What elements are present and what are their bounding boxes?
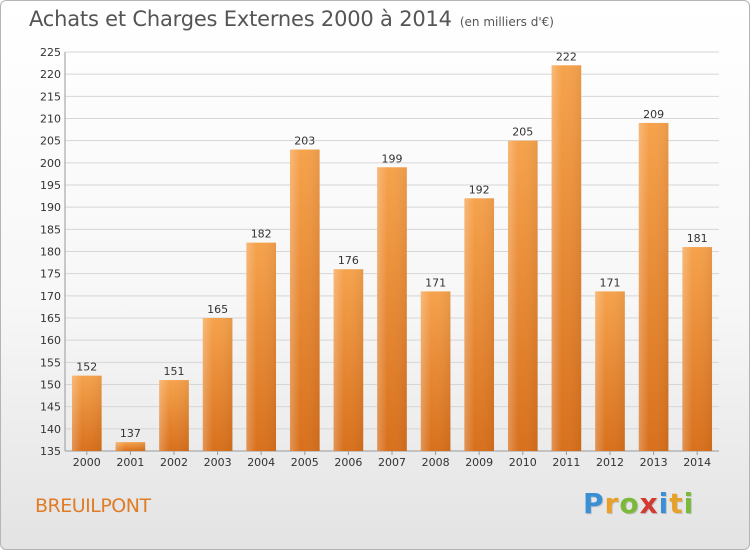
value-label: 165 [207, 303, 228, 316]
value-label: 209 [643, 108, 664, 121]
value-label: 171 [600, 276, 621, 289]
bar-shade-2004 [246, 242, 277, 451]
logo-letter: x [639, 487, 659, 520]
y-tick-label: 165 [40, 312, 61, 325]
bar-shade-2011 [551, 65, 582, 452]
y-tick-label: 170 [40, 290, 61, 303]
value-label: 182 [251, 228, 272, 241]
y-tick-label: 155 [40, 356, 61, 369]
y-tick-label: 140 [40, 423, 61, 436]
bar-shade-2013 [638, 122, 669, 451]
bar-shade-2008 [420, 291, 451, 451]
y-tick-label: 210 [40, 113, 61, 126]
town-name: BREUILPONT [35, 495, 151, 517]
logo-letter: i [658, 487, 670, 520]
proxiti-logo: Proxiti [583, 487, 694, 520]
x-tick-label: 2010 [509, 456, 537, 469]
bars [71, 65, 713, 452]
bar-shade-2001 [115, 442, 146, 451]
x-tick-label: 2011 [552, 456, 580, 469]
x-tick-label: 2002 [160, 456, 188, 469]
value-label: 203 [294, 135, 315, 148]
value-label: 137 [120, 427, 141, 440]
logo-letter: o [619, 487, 640, 520]
logo-letter: i [683, 487, 695, 520]
x-tick-label: 2008 [422, 456, 450, 469]
bar-shade-2002 [159, 380, 189, 451]
y-tick-label: 220 [40, 68, 61, 81]
y-tick-label: 185 [40, 223, 61, 236]
bar-shade-2003 [202, 318, 233, 451]
x-tick-label: 2007 [378, 456, 406, 469]
bar-shade-2012 [595, 291, 625, 451]
x-tick-label: 2012 [596, 456, 624, 469]
y-tick-label: 200 [40, 157, 61, 170]
value-label: 151 [164, 365, 185, 378]
y-tick-label: 225 [40, 46, 61, 59]
logo-letter: r [604, 487, 620, 520]
value-label: 152 [76, 361, 97, 374]
y-tick-label: 215 [40, 90, 61, 103]
y-tick-label: 190 [40, 201, 61, 214]
value-labels: 152 137 151 165 182 203 176 199 171 192 205 222 171 2… [76, 50, 707, 440]
y-tick-label: 145 [40, 401, 61, 414]
y-tick-label: 180 [40, 246, 61, 259]
y-tick-label: 175 [40, 268, 61, 281]
chart-title: Achats et Charges Externes 2000 à 2014 (e… [29, 7, 554, 31]
x-tick-label: 2001 [116, 456, 144, 469]
value-label: 192 [469, 183, 490, 196]
x-tick-label: 2009 [465, 456, 493, 469]
y-tick-label: 135 [40, 445, 61, 458]
value-label: 205 [512, 126, 533, 139]
bar-shade-2007 [377, 167, 407, 451]
x-tick-label: 2000 [73, 456, 101, 469]
bar-shade-2006 [333, 269, 364, 451]
logo-letter: P [583, 487, 605, 520]
value-label: 181 [687, 232, 708, 245]
value-label: 199 [382, 152, 403, 165]
chart-subtitle: (en milliers d'€) [459, 15, 554, 29]
x-tick-label: 2005 [291, 456, 319, 469]
chart-title-text: Achats et Charges Externes 2000 à 2014 [29, 7, 452, 31]
x-tick-label: 2004 [247, 456, 275, 469]
x-tick-label: 2003 [204, 456, 232, 469]
value-label: 171 [425, 276, 446, 289]
x-tick-label: 2006 [334, 456, 362, 469]
x-tick-label: 2013 [640, 456, 668, 469]
axes: 135 140 145 150 155 160 165 170 175 180 185 190 195 2… [40, 46, 719, 469]
logo-letter: t [669, 487, 684, 520]
y-tick-label: 160 [40, 334, 61, 347]
x-tick-label: 2014 [683, 456, 711, 469]
bar-shade-2005 [289, 149, 320, 452]
bar-shade-2000 [71, 375, 102, 451]
bar-shade-2010 [507, 140, 538, 451]
bar-shade-2014 [682, 247, 713, 451]
y-tick-label: 150 [40, 379, 61, 392]
y-tick-label: 205 [40, 135, 61, 148]
y-tick-label: 195 [40, 179, 61, 192]
value-label: 222 [556, 50, 577, 63]
value-label: 176 [338, 254, 359, 267]
bar-shade-2009 [464, 198, 495, 451]
